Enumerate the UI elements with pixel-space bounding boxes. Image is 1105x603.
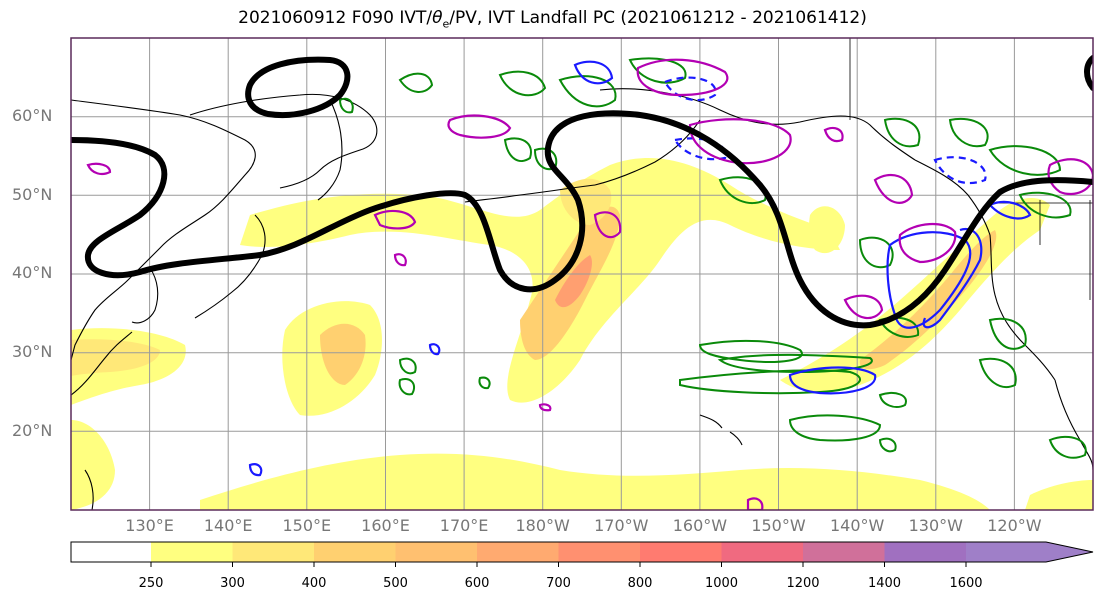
colorbar-segment: [477, 542, 559, 562]
colorbar-segment: [640, 542, 722, 562]
ivt-tropical-west: [71, 420, 115, 510]
lon-label: 140°E: [203, 516, 253, 535]
lon-label: 130°W: [908, 516, 963, 535]
colorbar-segment: [395, 542, 477, 562]
na-interior-border: [849, 38, 1093, 300]
colorbar-segment: [314, 542, 396, 562]
coastlines: [71, 38, 1093, 510]
hawaii: [699, 414, 743, 446]
lat-label: 60°N: [12, 106, 53, 125]
colorbar-tick-label: 1400: [867, 576, 902, 591]
lon-label: 180°W: [515, 516, 570, 535]
alaska-peninsula: [594, 119, 701, 186]
pv-main-line: [71, 110, 1093, 329]
colorbar: [70, 541, 1094, 567]
ivt-central-pacific-blob-core: [320, 323, 366, 385]
lat-label: 30°N: [12, 342, 53, 361]
lon-label: 160°W: [672, 516, 728, 535]
japan: [194, 214, 266, 319]
colorbar-tick-label: 300: [220, 576, 245, 591]
colorbar-segment: [71, 542, 151, 562]
colorbar-tick-label: 1000: [704, 576, 739, 591]
lon-label: 160°E: [361, 516, 410, 535]
pv-contours: [71, 55, 1093, 329]
china-coast: [71, 331, 133, 396]
philippines: [84, 469, 94, 510]
colorbar-tick-label: 250: [138, 576, 164, 591]
colorbar-tick-label: 700: [546, 576, 571, 591]
colorbar-tick-label: 1200: [786, 576, 820, 591]
colorbar-segment: [558, 542, 640, 562]
colorbar-outline: [70, 541, 1094, 563]
map-title: 2021060912 F090 IVT/θe/PV, IVT Landfall …: [238, 8, 867, 31]
us-west-coast: [989, 234, 1056, 381]
bc-coast: [914, 159, 991, 236]
map-frame: [70, 37, 1094, 511]
lon-label: 150°W: [751, 516, 806, 535]
kamchatka: [317, 99, 343, 201]
colorbar-segment: [721, 542, 803, 562]
lon-label: 120°W: [987, 516, 1042, 535]
lon-label: 150°E: [282, 516, 332, 535]
lon-label: 170°W: [594, 516, 649, 535]
lat-label: 40°N: [12, 263, 53, 282]
lon-label: 130°E: [125, 516, 174, 535]
colorbar-extend-arrow: [966, 542, 1093, 562]
korea: [131, 267, 159, 324]
lat-label: 50°N: [12, 185, 53, 204]
theta-e-contours: [338, 57, 1087, 459]
ivt-se-corner: [1025, 480, 1093, 510]
siberia-coast: [189, 93, 378, 189]
colorbar-tick-label: 800: [627, 576, 653, 591]
lon-label: 140°W: [830, 516, 885, 535]
colorbar-segment: [803, 542, 885, 562]
pv-corner: [1084, 55, 1093, 91]
lon-label: 170°E: [439, 516, 489, 535]
colorbar-tick-label: 600: [464, 576, 490, 591]
colorbar-segment: [232, 542, 314, 562]
ivt-band-north-pacific: [240, 157, 840, 403]
ivt-small-blob: [808, 206, 845, 254]
colorbar-tick-label: 500: [383, 576, 408, 591]
colorbar-tick-label: 1600: [949, 576, 983, 591]
colorbar-segment: [151, 542, 233, 562]
lat-label: 20°N: [12, 421, 53, 440]
ivt-southern-band: [200, 453, 990, 510]
colorbar-tick-label: 400: [301, 576, 327, 591]
ivt-band-max: [555, 255, 592, 308]
colorbar-segment: [884, 542, 966, 562]
asia-coast: [71, 99, 256, 361]
ivt-subtropical-west-core: [71, 339, 160, 376]
pv-siberia-loop: [245, 56, 351, 118]
colorbar-ticks: [150, 562, 967, 567]
positive-pc-contours: [86, 58, 1093, 510]
